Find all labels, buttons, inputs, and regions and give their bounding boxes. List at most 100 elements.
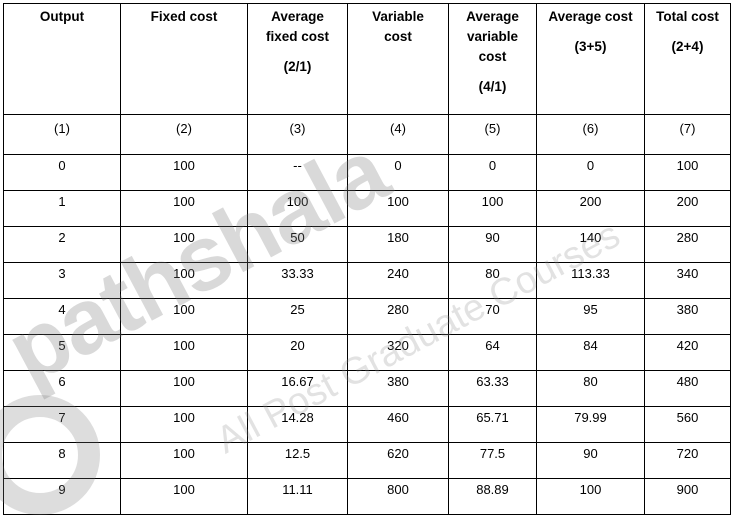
column-index: (2) (120, 114, 248, 155)
table-row: 3 100 33.33 240 80 113.33 340 (3, 262, 731, 299)
header-average-variable-cost: Average variable cost (4/1) (448, 3, 537, 115)
header-formula: (4/1) (478, 79, 507, 94)
table-cell: 100 (120, 190, 248, 227)
table-cell: 63.33 (448, 370, 537, 407)
table-cell: 80 (536, 370, 645, 407)
header-fixed-cost: Fixed cost (120, 3, 248, 115)
header-label: Variable cost (372, 9, 424, 44)
table-cell: 100 (448, 190, 537, 227)
table-cell: 480 (644, 370, 731, 407)
header-label: Average fixed cost (265, 9, 330, 44)
header-formula: (3+5) (574, 39, 607, 54)
table-cell: 900 (644, 478, 731, 515)
table-cell: 100 (347, 190, 449, 227)
table-cell: 84 (536, 334, 645, 371)
column-index: (3) (247, 114, 348, 155)
table-row: 6 100 16.67 380 63.33 80 480 (3, 370, 731, 407)
cost-table: Output Fixed cost Average fixed cost (2/… (3, 3, 731, 515)
table-cell: 200 (644, 190, 731, 227)
header-label: Fixed cost (150, 9, 218, 24)
table-cell: 100 (120, 334, 248, 371)
table-cell: 16.67 (247, 370, 348, 407)
table-cell: 100 (120, 226, 248, 263)
table-cell: 620 (347, 442, 449, 479)
table-cell: 280 (644, 226, 731, 263)
header-variable-cost: Variable cost (347, 3, 449, 115)
table-cell: 12.5 (247, 442, 348, 479)
table-cell: 65.71 (448, 406, 537, 443)
table-cell: 100 (120, 154, 248, 191)
table-cell: 2 (3, 226, 121, 263)
table-cell: 1 (3, 190, 121, 227)
column-index: (5) (448, 114, 537, 155)
table-cell: 64 (448, 334, 537, 371)
table-row: 0 100 -- 0 0 0 100 (3, 154, 731, 191)
table-cell: 100 (644, 154, 731, 191)
table-cell: 4 (3, 298, 121, 335)
table-row: 5 100 20 320 64 84 420 (3, 334, 731, 371)
header-average-cost: Average cost (3+5) (536, 3, 645, 115)
table-cell: 0 (448, 154, 537, 191)
table-cell: 420 (644, 334, 731, 371)
table-cell: 800 (347, 478, 449, 515)
table-cell: 95 (536, 298, 645, 335)
table-cell: 560 (644, 406, 731, 443)
table-row: 2 100 50 180 90 140 280 (3, 226, 731, 263)
table-cell: 320 (347, 334, 449, 371)
column-index: (4) (347, 114, 449, 155)
header-label: Average cost (548, 9, 633, 24)
column-index: (6) (536, 114, 645, 155)
table-cell: 20 (247, 334, 348, 371)
table-cell: 11.11 (247, 478, 348, 515)
table-cell: 460 (347, 406, 449, 443)
table-cell: 200 (536, 190, 645, 227)
table-cell: 80 (448, 262, 537, 299)
table-cell: 100 (120, 370, 248, 407)
header-label: Output (39, 9, 85, 24)
table-cell: 280 (347, 298, 449, 335)
table-cell: 70 (448, 298, 537, 335)
header-total-cost: Total cost (2+4) (644, 3, 731, 115)
table-cell: 0 (3, 154, 121, 191)
table-row: 1 100 100 100 100 200 200 (3, 190, 731, 227)
table-cell: 3 (3, 262, 121, 299)
table-row: 4 100 25 280 70 95 380 (3, 298, 731, 335)
table-cell: 140 (536, 226, 645, 263)
table-cell: 100 (120, 442, 248, 479)
table-row: 7 100 14.28 460 65.71 79.99 560 (3, 406, 731, 443)
column-index: (7) (644, 114, 731, 155)
table-cell: 180 (347, 226, 449, 263)
table-cell: 100 (120, 478, 248, 515)
header-formula: (2+4) (671, 39, 704, 54)
column-index-row: (1) (2) (3) (4) (5) (6) (7) (3, 114, 731, 155)
table-cell: 50 (247, 226, 348, 263)
header-label: Total cost (656, 9, 719, 24)
table-cell: 79.99 (536, 406, 645, 443)
table-cell: 33.33 (247, 262, 348, 299)
cost-table-container: Output Fixed cost Average fixed cost (2/… (3, 3, 731, 515)
table-cell: 88.89 (448, 478, 537, 515)
header-average-fixed-cost: Average fixed cost (2/1) (247, 3, 348, 115)
column-index: (1) (3, 114, 121, 155)
table-cell: 720 (644, 442, 731, 479)
header-output: Output (3, 3, 121, 115)
table-row: 8 100 12.5 620 77.5 90 720 (3, 442, 731, 479)
table-row: 9 100 11.11 800 88.89 100 900 (3, 478, 731, 515)
table-cell: 100 (536, 478, 645, 515)
header-label: Average variable cost (466, 9, 519, 64)
table-cell: 77.5 (448, 442, 537, 479)
table-cell: 5 (3, 334, 121, 371)
table-cell: 14.28 (247, 406, 348, 443)
table-cell: 240 (347, 262, 449, 299)
header-formula: (2/1) (283, 59, 312, 74)
table-cell: 100 (247, 190, 348, 227)
table-cell: 0 (536, 154, 645, 191)
table-cell: 90 (536, 442, 645, 479)
table-cell: 340 (644, 262, 731, 299)
table-cell: 90 (448, 226, 537, 263)
table-cell: 25 (247, 298, 348, 335)
table-cell: 0 (347, 154, 449, 191)
table-cell: 100 (120, 298, 248, 335)
table-cell: 113.33 (536, 262, 645, 299)
table-cell: 100 (120, 406, 248, 443)
